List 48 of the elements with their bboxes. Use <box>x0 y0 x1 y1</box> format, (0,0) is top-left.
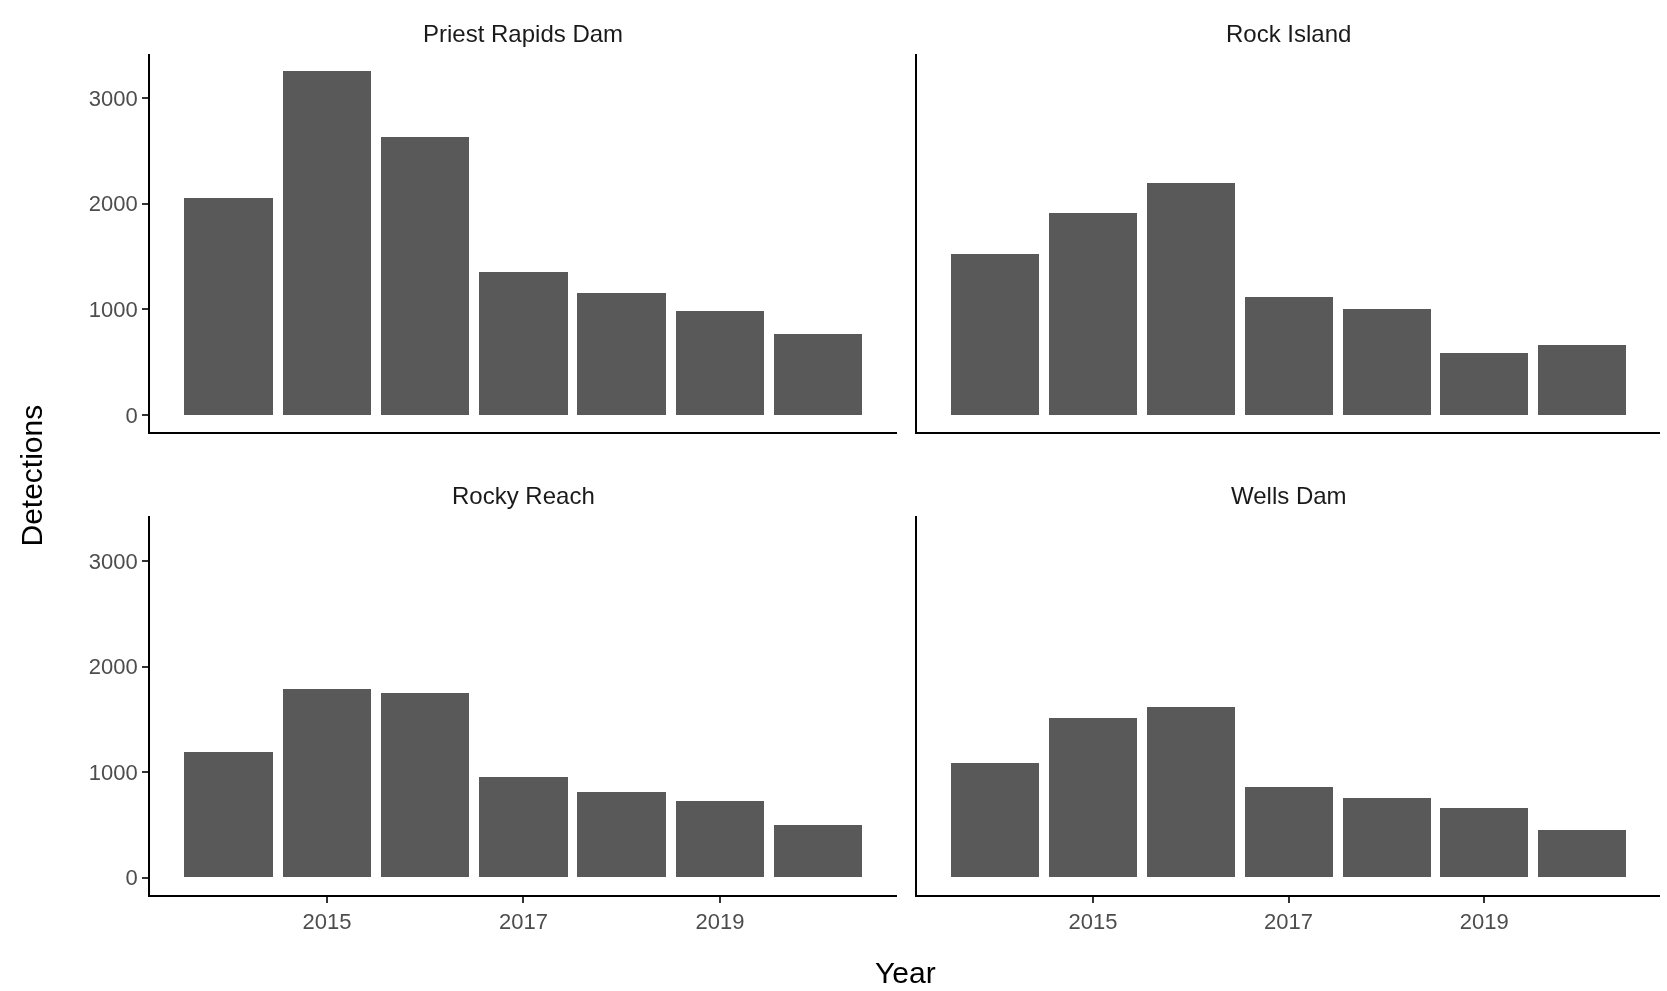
chart-title: Priest Rapids Dam <box>423 20 624 47</box>
y-axis-title: Detections <box>15 404 49 547</box>
x-tick-label: 2019 <box>695 909 745 935</box>
bar <box>1537 344 1626 415</box>
bar <box>676 310 765 415</box>
y-tick-label: 0 <box>125 865 138 891</box>
y-tick-label: 2000 <box>88 191 138 217</box>
bar <box>1244 787 1333 878</box>
x-axis-title: Year <box>875 956 936 989</box>
bar <box>577 292 667 415</box>
x-tick-label: 2017 <box>498 909 548 935</box>
chart-title: Rock Island <box>1226 20 1352 47</box>
bar <box>774 333 863 415</box>
bar <box>479 777 569 878</box>
bar <box>1048 212 1137 415</box>
x-tick-label: 2019 <box>1459 909 1509 935</box>
bar <box>1244 296 1333 415</box>
bar <box>381 693 470 878</box>
chart-title: Wells Dam <box>1231 482 1347 509</box>
bar <box>950 763 1039 878</box>
chart-title: Rocky Reach <box>452 482 595 509</box>
bar <box>283 70 372 415</box>
x-tick-label: 2017 <box>1264 909 1314 935</box>
bar <box>1537 830 1626 878</box>
bar <box>1342 798 1431 878</box>
bar <box>381 136 470 415</box>
bar <box>283 689 372 878</box>
y-tick-label: 0 <box>125 402 138 428</box>
bar <box>950 253 1039 415</box>
bar <box>577 792 667 878</box>
bar <box>184 197 274 415</box>
bar <box>774 825 863 878</box>
y-tick-label: 3000 <box>88 548 138 574</box>
bar <box>1342 308 1431 415</box>
x-tick-label: 2015 <box>302 909 352 935</box>
bar <box>676 801 765 878</box>
bar <box>1146 707 1235 878</box>
bar <box>479 271 569 415</box>
bar <box>1146 182 1235 415</box>
bar <box>184 752 274 878</box>
bar <box>1439 352 1528 415</box>
bar <box>1439 808 1528 878</box>
y-tick-label: 1000 <box>88 297 138 322</box>
y-tick-label: 1000 <box>88 759 138 785</box>
bar <box>1048 718 1137 878</box>
y-tick-label: 2000 <box>88 654 138 680</box>
y-tick-label: 3000 <box>88 85 138 111</box>
x-tick-label: 2015 <box>1068 909 1118 935</box>
